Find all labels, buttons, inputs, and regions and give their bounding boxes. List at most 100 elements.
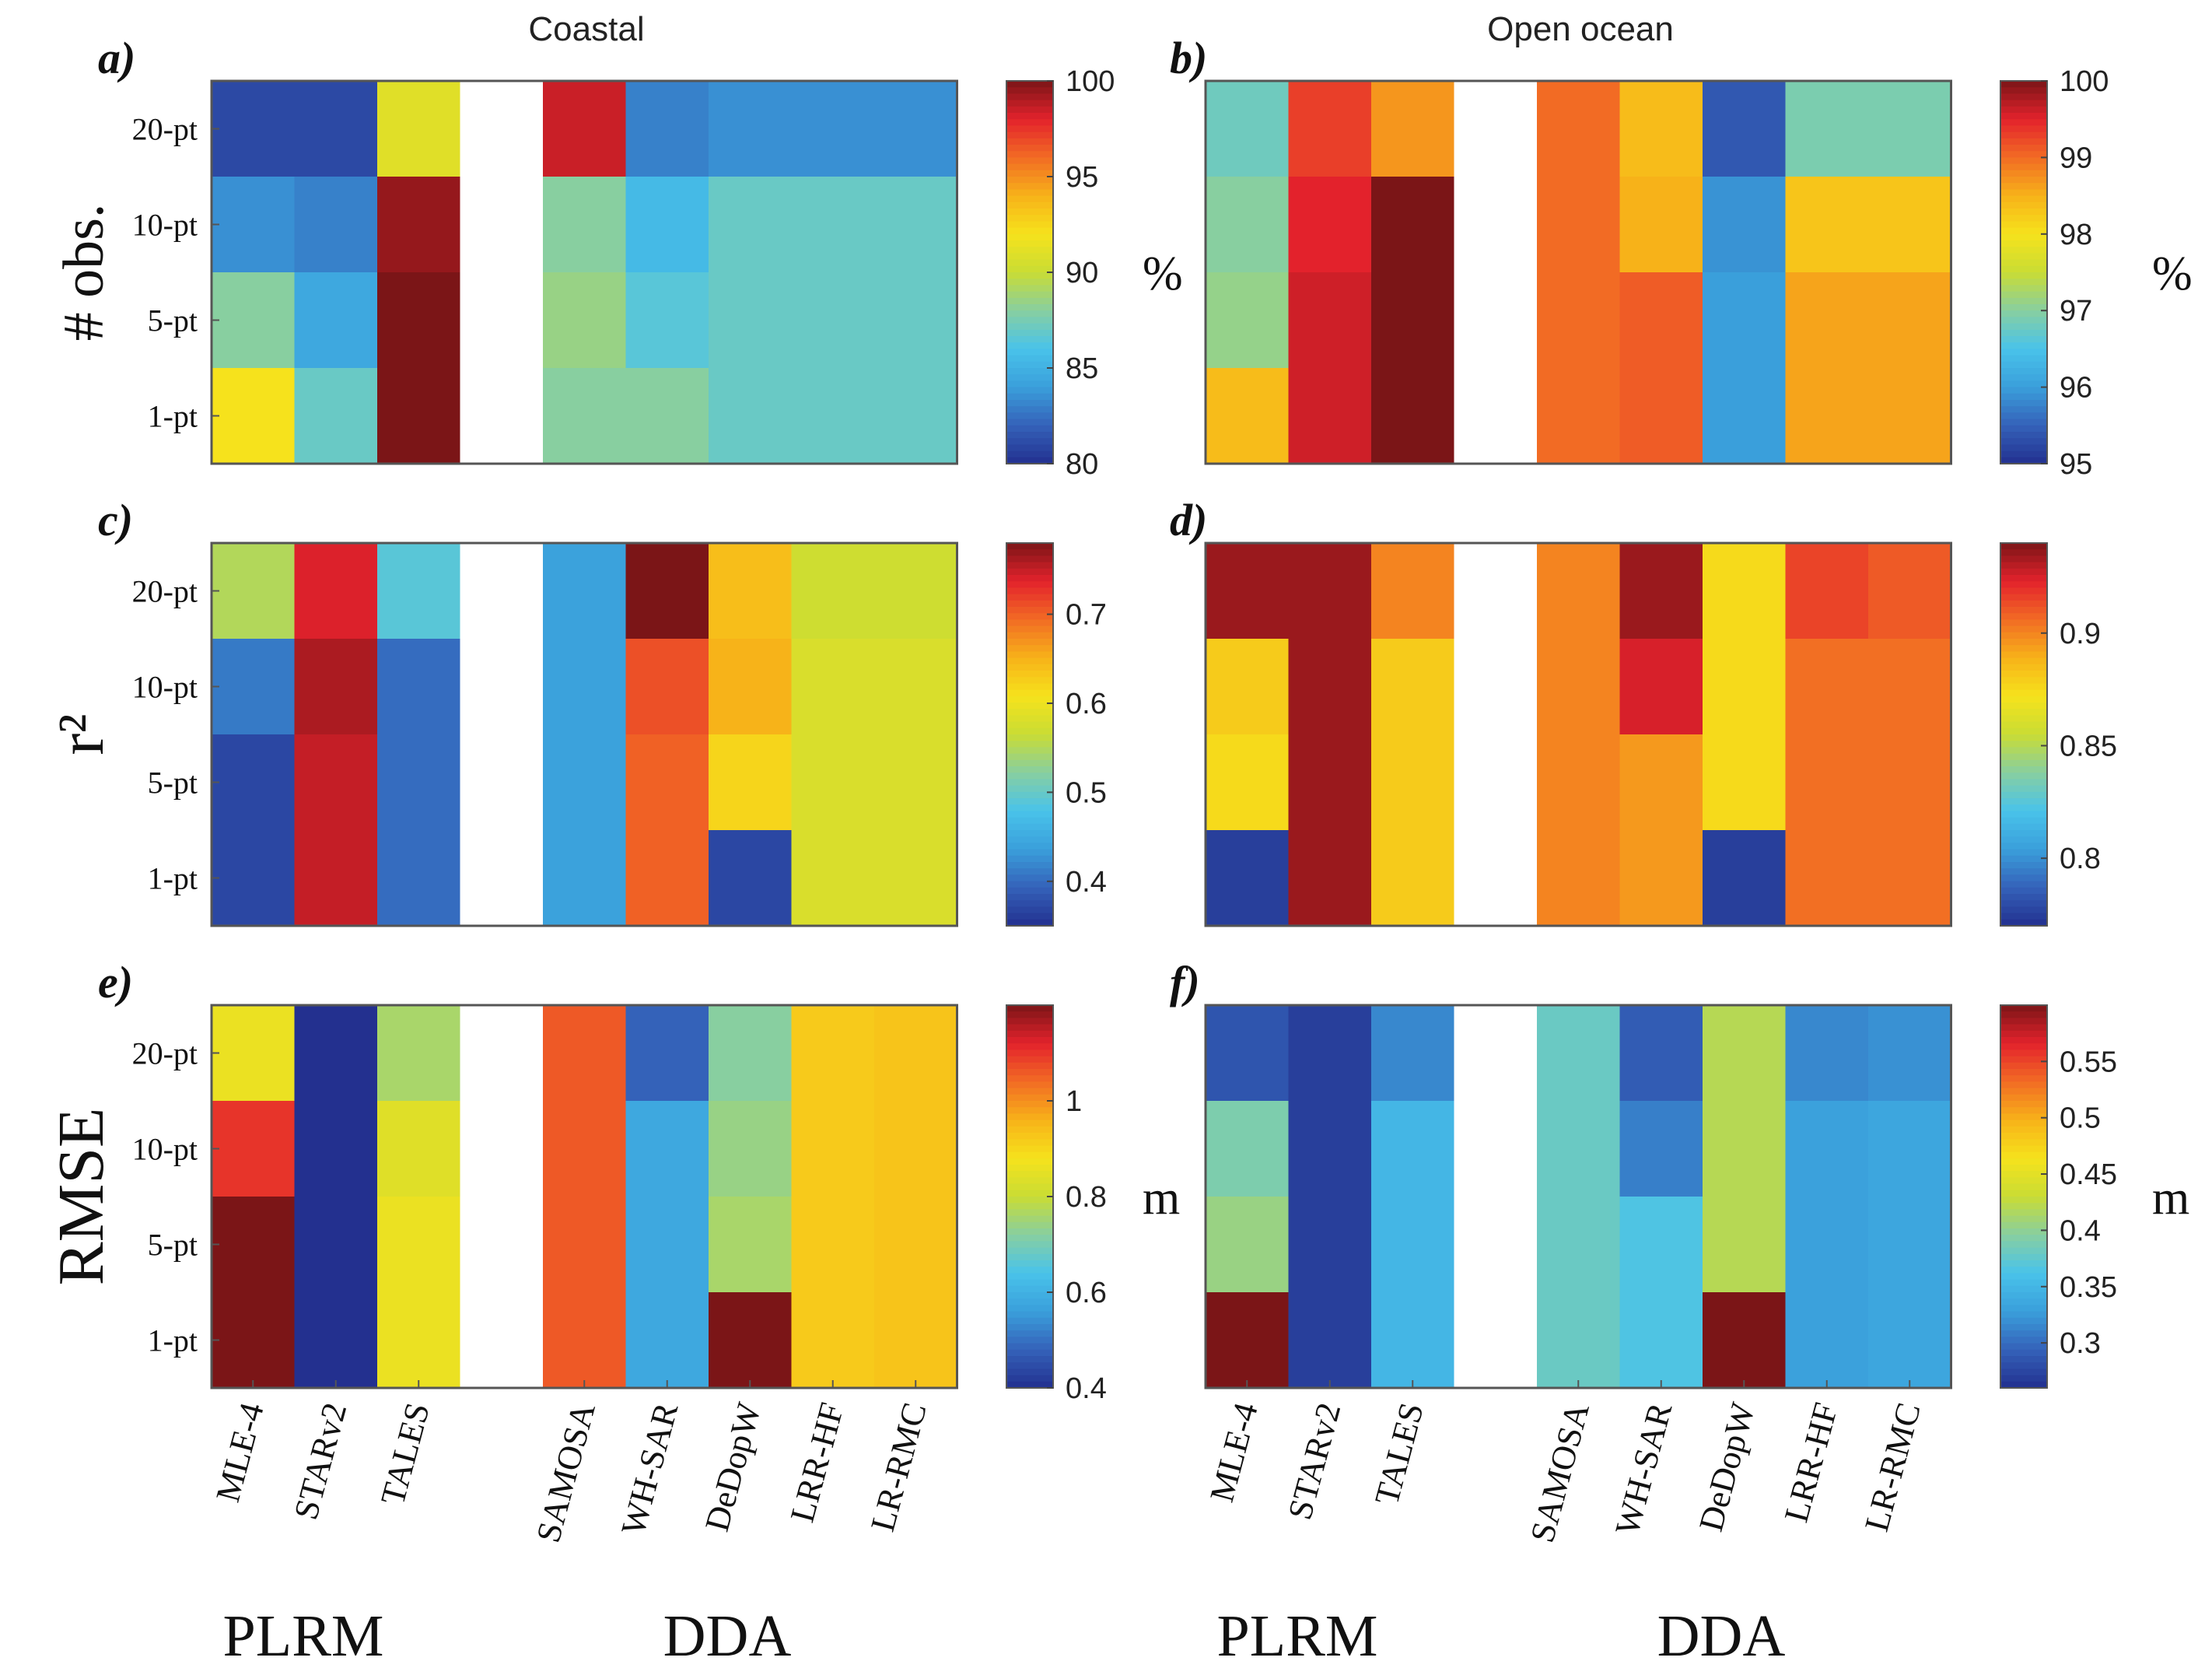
colorbar-segment (1006, 1228, 1053, 1235)
colorbar-segment (1006, 575, 1053, 582)
colorbar-segment (1006, 1158, 1053, 1165)
plot-frame (1204, 79, 1952, 465)
colorbar-segment (1006, 855, 1053, 863)
row-tick-label: 1-pt (148, 1323, 198, 1358)
colorbar-segment (2000, 1375, 2047, 1382)
heatmap-cell (212, 734, 296, 831)
heatmap-cell (294, 1197, 378, 1293)
colorbar-segment (1006, 543, 1053, 550)
method-label-wh-sar: WH-SAR (1608, 1398, 1679, 1539)
colorbar-segment (1006, 336, 1053, 343)
heatmap-cell (874, 1197, 958, 1293)
colorbar-segment (2000, 253, 2047, 261)
colorbar-segment (2000, 406, 2047, 414)
colorbar-segment (1006, 1241, 1053, 1249)
heatmap-cell (212, 177, 296, 273)
colorbar-segment (2000, 113, 2047, 120)
colorbar-segment (2000, 361, 2047, 369)
colorbar-segment (1006, 183, 1053, 191)
row-tick-label: 20-pt (132, 112, 198, 147)
colorbar-segment (1006, 1267, 1053, 1274)
colorbar-segment (1006, 1337, 1053, 1344)
heatmap-cell (294, 543, 378, 640)
colorbar-segment (2000, 342, 2047, 350)
colorbar-segment (1006, 1215, 1053, 1223)
colorbar-segment (1006, 419, 1053, 426)
heatmap-cell (1868, 543, 1952, 640)
colorbar-segment (2000, 1030, 2047, 1038)
colorbar-segment (2000, 1139, 2047, 1147)
heatmap-cell (874, 639, 958, 735)
colorbar-segment (2000, 734, 2047, 741)
heatmap-cell (1371, 734, 1455, 831)
colorbar-segment (1006, 1330, 1053, 1338)
heatmap-cell (1288, 734, 1372, 831)
colorbar-segment (2000, 349, 2047, 356)
heatmap-cell (1619, 734, 1703, 831)
colorbar-segment (1006, 93, 1053, 101)
colorbar-segment (2000, 265, 2047, 273)
heatmap-cell (1371, 272, 1455, 369)
heatmap-cell (1868, 734, 1952, 831)
colorbar-segment (2000, 1337, 2047, 1344)
colorbar-segment (2000, 568, 2047, 576)
colorbar-segment (2000, 259, 2047, 267)
heatmap-cell (543, 1005, 627, 1102)
colorbar-segment (2000, 773, 2047, 780)
plot-frame (210, 79, 958, 465)
colorbar-segment (2000, 587, 2047, 595)
heatmap-cell (1785, 830, 1869, 927)
colorbar-segment (1006, 1285, 1053, 1293)
heatmap-cell (1371, 1005, 1455, 1102)
colorbar-segment (2000, 619, 2047, 627)
colorbar-segment (2000, 581, 2047, 589)
colorbar-segment (2000, 657, 2047, 665)
colorbar-segment (2000, 125, 2047, 133)
heatmap-cell (1288, 177, 1372, 273)
heatmap-cell (460, 1292, 544, 1389)
heatmap-cell (460, 639, 544, 735)
heatmap-cell (1288, 639, 1372, 735)
colorbar-segment (2000, 855, 2047, 863)
heatmap-panel-f: f) MLE-4 STARv2 TALES SAMOSA WH-SAR DeDopW LRR-… (1170, 957, 2189, 1547)
colorbar-segment (2000, 1190, 2047, 1197)
heatmap-cell (1537, 830, 1621, 927)
colorbar-segment (1006, 626, 1053, 633)
colorbar-frame (2000, 542, 2048, 927)
heatmap-cell (1785, 1101, 1869, 1197)
heatmap-cell (791, 1101, 875, 1197)
heatmap-cell (460, 543, 544, 640)
heatmap-cell (294, 177, 378, 273)
row-tick-label: 10-pt (132, 670, 198, 705)
colorbar-tick-label: 0.8 (1066, 1181, 1107, 1214)
colorbar-segment (1006, 1120, 1053, 1127)
colorbar-segment (1006, 393, 1053, 401)
heatmap-cell (212, 830, 296, 927)
colorbar-segment (2000, 785, 2047, 793)
colorbar-segment (1006, 1381, 1053, 1389)
heatmap-cell (543, 81, 627, 177)
colorbar-segment (2000, 804, 2047, 812)
colorbar-segment (2000, 1305, 2047, 1312)
panel-label: a) (98, 33, 135, 83)
colorbar-tick-label: 1 (1066, 1085, 1082, 1118)
colorbar-segment (2000, 233, 2047, 241)
colorbar-segment (1006, 639, 1053, 646)
colorbar-segment (2000, 1177, 2047, 1185)
heatmap-cell (1703, 1292, 1787, 1389)
heatmap-cell (377, 272, 461, 369)
colorbar-segment (2000, 1165, 2047, 1172)
colorbar-segment (2000, 1298, 2047, 1306)
colorbar-segment (2000, 562, 2047, 569)
colorbar-segment (1006, 587, 1053, 595)
colorbar-segment (2000, 400, 2047, 407)
colorbar-segment (2000, 613, 2047, 621)
heatmap-cell (625, 368, 709, 464)
colorbar-tick-label: 0.4 (1066, 866, 1107, 899)
heatmap-cell (1703, 177, 1787, 273)
heatmap-cell (1868, 639, 1952, 735)
colorbar-segment (2000, 247, 2047, 254)
colorbar-segment (1006, 664, 1053, 671)
colorbar-segment (2000, 862, 2047, 869)
colorbar-segment (1006, 600, 1053, 608)
